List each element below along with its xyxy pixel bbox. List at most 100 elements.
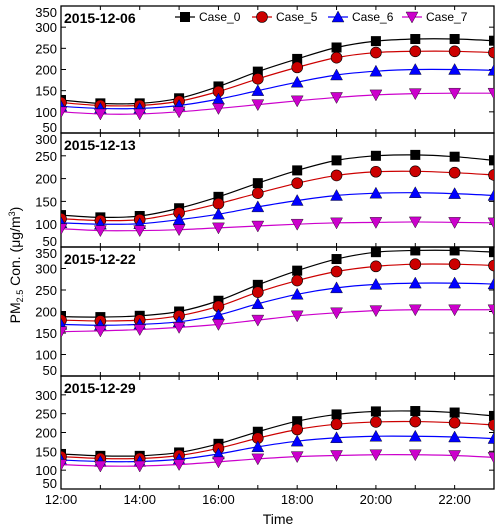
data-point-case-7 [212,319,225,331]
data-point-case-5 [370,165,382,178]
data-point-case-7 [212,456,225,469]
y-tick-label: 250 [35,41,57,56]
x-tick-label: 18:00 [281,492,314,507]
data-point-case-0 [292,165,303,176]
y-tick-label: 50 [43,234,57,249]
panel-title: 2015-12-22 [64,251,136,267]
data-point-case-6 [408,276,422,289]
data-point-case-7 [251,99,265,112]
data-point-case-7 [172,459,186,471]
y-tick-label: 100 [35,105,57,120]
data-point-case-7 [330,92,343,104]
data-point-case-0 [292,53,303,64]
data-point-case-0 [370,406,381,417]
data-point-case-0 [252,426,263,437]
data-point-case-7 [94,325,107,338]
data-point-case-0 [252,66,263,77]
data-point-case-6 [487,189,494,201]
data-point-case-6 [212,207,225,220]
data-point-case-6 [290,287,304,300]
data-point-case-0 [370,247,381,258]
legend-label: Case_6 [352,10,394,24]
y-axis-title-superscript: 3 [7,211,17,216]
y-axis-title-main: PM [7,302,23,323]
data-point-case-6 [487,432,494,444]
x-tick-label: 22:00 [438,492,471,507]
data-point-case-7 [448,217,461,229]
data-point-case-0 [449,34,460,45]
data-point-case-7 [133,324,147,336]
y-tick-label: 200 [35,63,57,78]
y-tick-label: 100 [35,217,57,232]
data-point-case-7 [94,225,107,238]
data-point-case-5 [448,416,461,429]
data-point-case-7 [330,450,343,462]
data-point-case-7 [61,326,68,339]
y-tick-label: 350 [35,246,57,261]
data-point-case-6 [251,440,265,453]
data-point-case-7 [290,95,304,108]
y-tick-label: 250 [35,283,57,298]
legend-item-case-5: Case_5 [252,10,318,24]
data-point-case-6 [408,63,422,75]
y-tick-label: 200 [35,172,57,187]
data-point-case-6 [290,194,304,206]
data-point-case-0 [331,155,342,166]
panel-series [61,34,494,121]
legend-item-case-0: Case_0 [175,10,241,24]
data-point-case-7 [448,88,461,100]
series-line-case-5 [61,50,494,107]
data-point-case-7 [369,89,383,102]
data-point-case-5 [409,415,422,428]
data-point-case-7 [290,451,304,464]
data-point-case-7 [133,460,147,473]
data-point-case-7 [172,322,186,334]
series-line-case-7 [61,221,494,232]
data-point-case-6 [330,431,343,443]
data-point-case-5 [330,51,343,64]
data-point-case-6 [448,63,461,75]
data-point-case-5 [252,187,264,199]
data-point-case-0 [410,34,421,45]
data-point-case-7 [290,310,304,323]
data-point-case-7 [251,453,265,466]
y-tick-label: 300 [35,132,57,147]
data-point-case-5 [291,423,303,436]
data-point-case-7 [487,304,494,317]
data-point-case-7 [408,449,422,462]
data-point-case-6 [330,281,343,294]
data-point-case-0 [410,149,421,160]
data-point-case-7 [408,88,422,101]
series-line-case-5 [61,420,494,460]
x-axis-title: Time [263,511,294,527]
data-point-case-0 [410,406,421,417]
data-point-case-5 [448,258,461,271]
data-point-case-7 [408,216,422,229]
data-point-case-7 [408,304,422,317]
data-point-case-6 [448,276,461,289]
data-point-case-7 [172,224,186,237]
legend-marker [331,10,345,23]
data-point-case-5 [409,165,422,178]
data-point-case-5 [330,169,343,182]
data-point-case-7 [133,108,147,121]
y-axis-title-middle: Con. (μg/m [7,216,23,289]
x-axis: 12:00 14:00 16:00 18:00 20:00 22:00 [45,492,471,507]
x-tick-label: 16:00 [202,492,235,507]
data-point-case-6 [290,75,304,88]
y-tick-label: 200 [35,305,57,320]
data-point-case-5 [409,258,422,271]
data-point-case-0 [252,178,263,189]
data-point-case-6 [448,430,461,443]
data-point-case-5 [291,177,303,189]
y-tick-label: 150 [35,194,57,209]
data-point-case-0 [370,150,381,161]
data-point-case-5 [370,260,382,273]
data-point-case-6 [290,434,304,447]
data-point-case-6 [251,297,265,309]
y-tick-label: 150 [35,326,57,341]
